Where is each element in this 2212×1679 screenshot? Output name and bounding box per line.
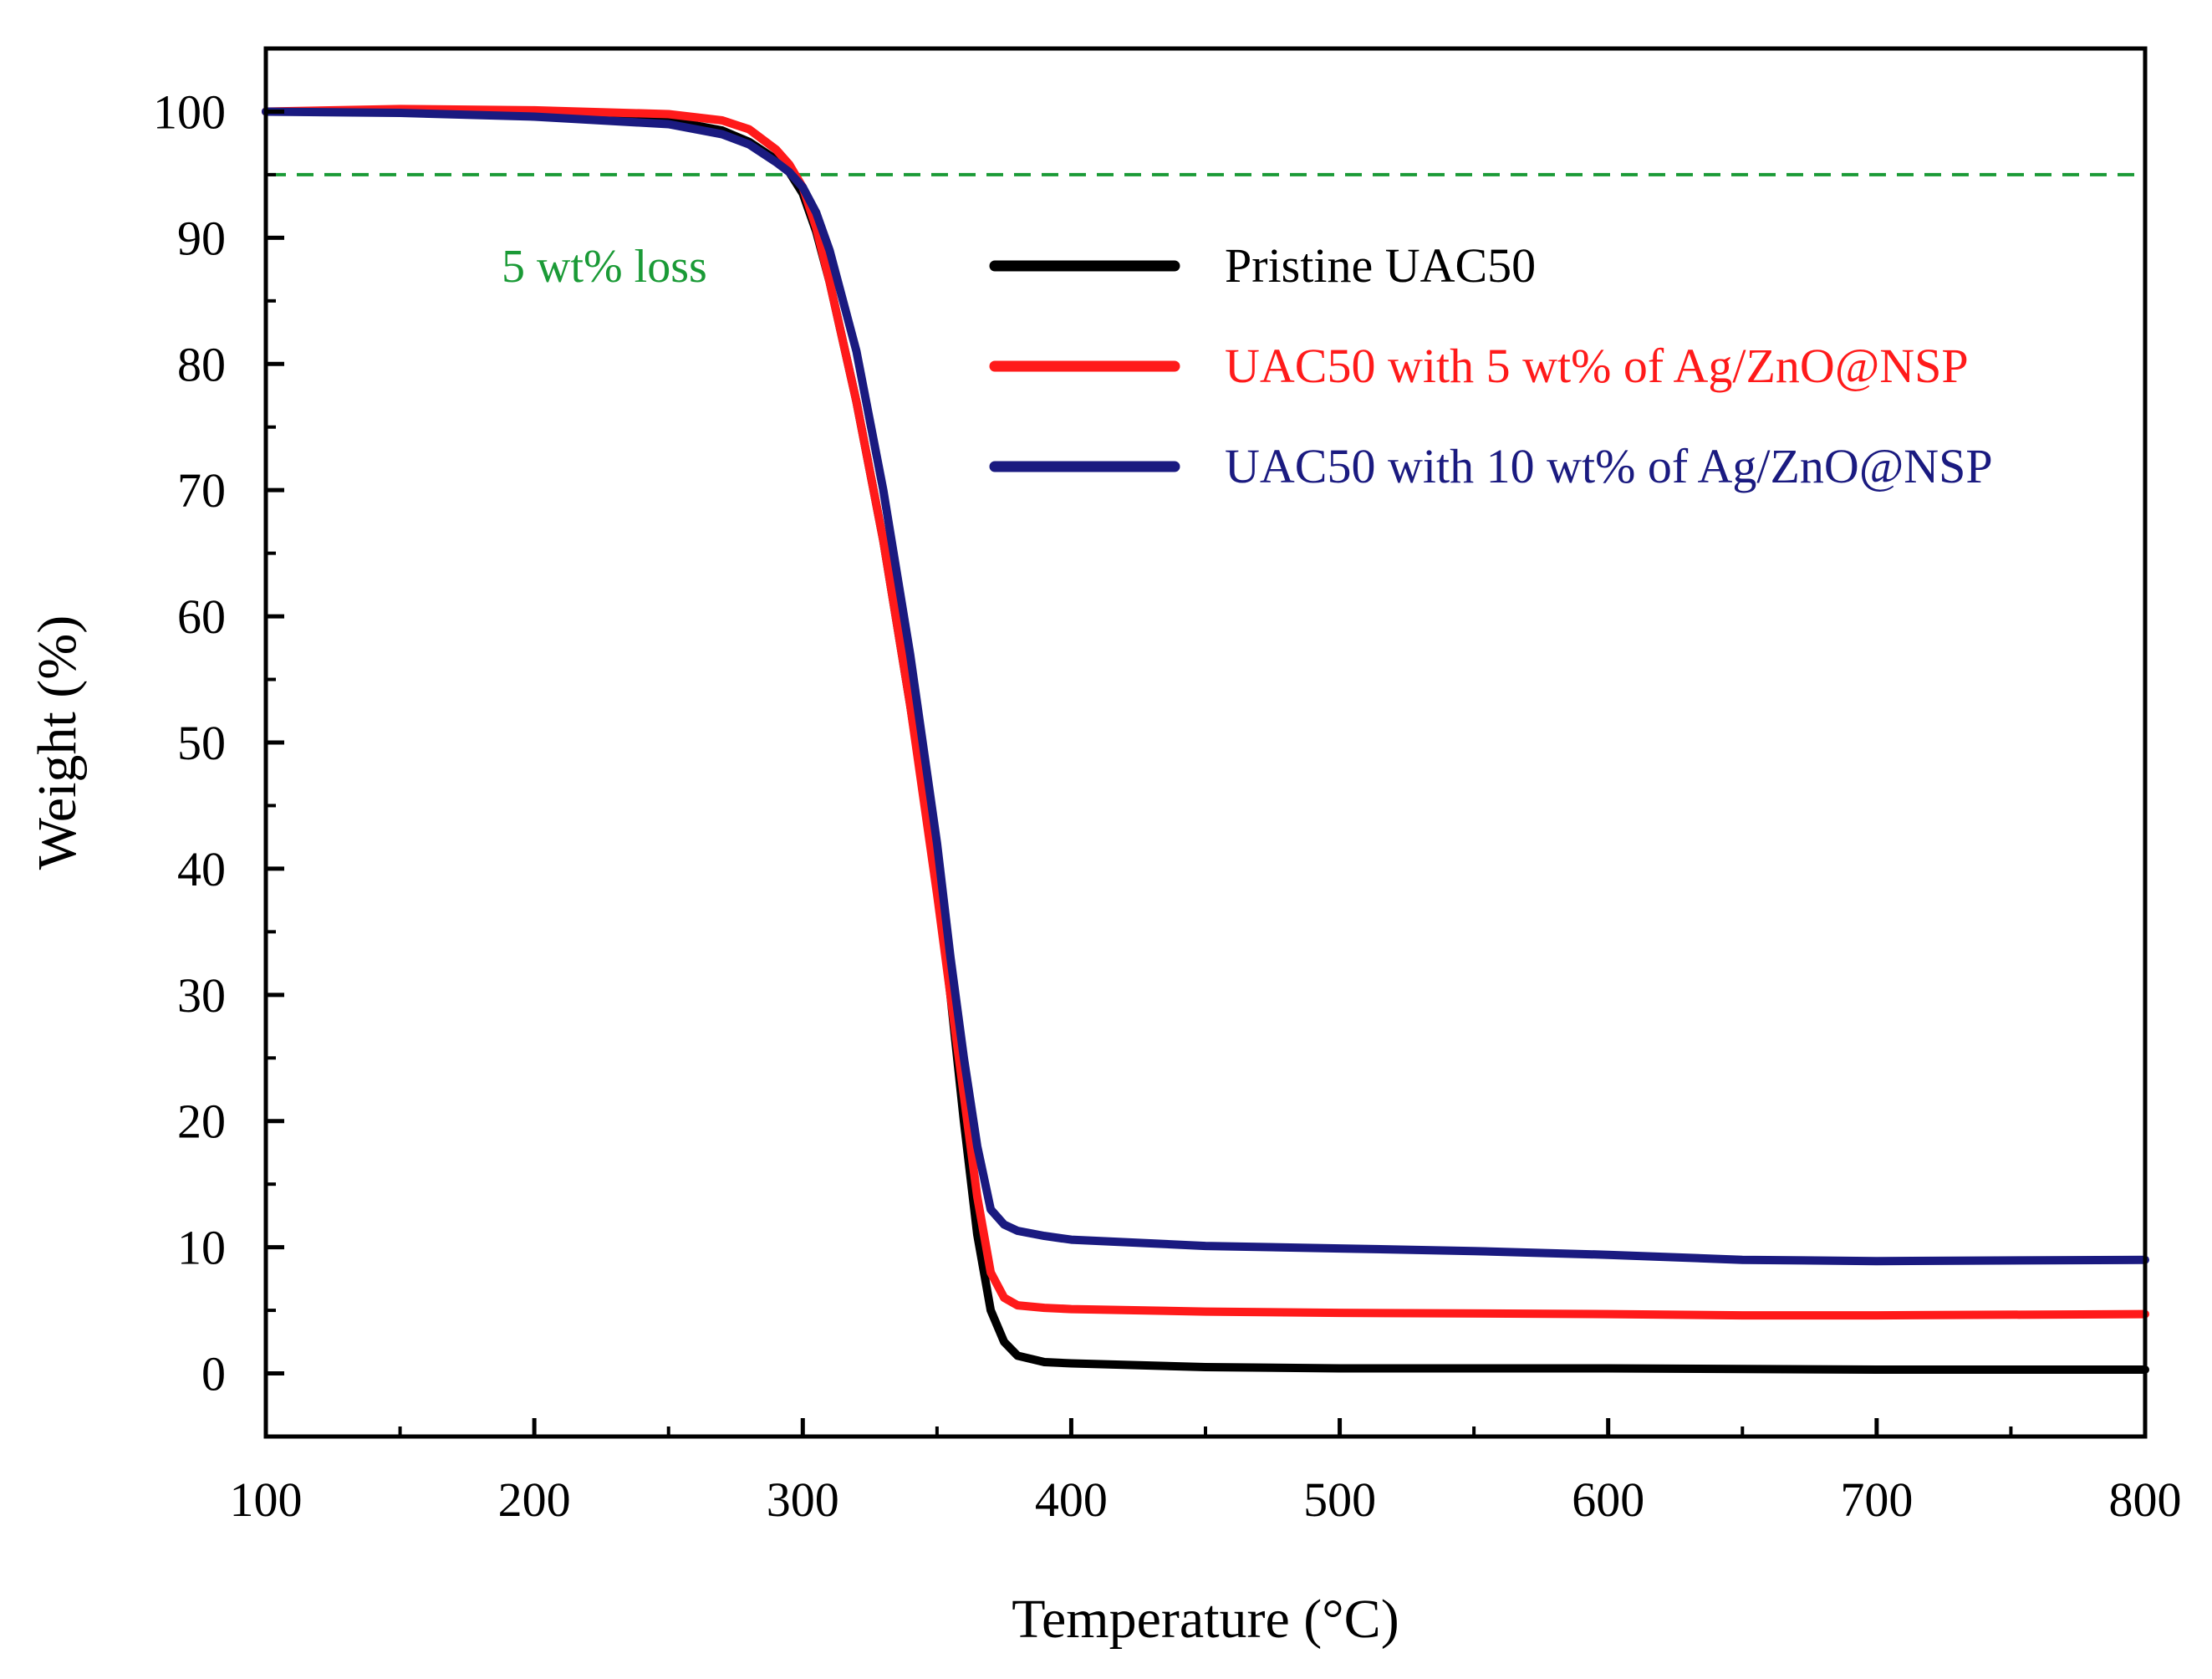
x-tick-label: 300 — [767, 1472, 839, 1527]
x-tick-label: 500 — [1303, 1472, 1376, 1527]
y-tick-label: 30 — [177, 968, 226, 1023]
y-tick-label: 20 — [177, 1095, 226, 1149]
series-line-2 — [262, 105, 2149, 1320]
legend: Pristine UAC50 UAC50 with 5 wt% of Ag/ZnO… — [989, 238, 1993, 493]
y-tick-label: 90 — [177, 211, 226, 265]
x-tick-label: 100 — [230, 1472, 303, 1527]
x-tick-label: 600 — [1572, 1472, 1644, 1527]
x-axis-title: Temperature (°C) — [1012, 1589, 1399, 1650]
y-tick-label: 80 — [177, 337, 226, 391]
series-layer — [262, 105, 2149, 1374]
y-tick-label: 40 — [177, 842, 226, 896]
legend-label: UAC50 with 5 wt% of Ag/ZnO@NSP — [1225, 339, 1969, 393]
ticks-layer: 100 200 300 400 500 600 700 800 0 10 20 30 40 50 60 70 8… — [153, 84, 2182, 1527]
y-tick-label: 10 — [177, 1221, 226, 1275]
x-tick-label: 200 — [498, 1472, 571, 1527]
y-tick-label: 50 — [177, 716, 226, 770]
y-tick-label: 70 — [177, 463, 226, 518]
y-tick-label: 100 — [153, 84, 226, 139]
threshold-annotation: 5 wt% loss — [502, 241, 707, 293]
x-tick-label: 700 — [1840, 1472, 1913, 1527]
legend-label: UAC50 with 10 wt% of Ag/ZnO@NSP — [1225, 439, 1993, 493]
series-line-1 — [262, 107, 2149, 1374]
y-axis-title: Weight (%) — [27, 615, 88, 870]
legend-label: Pristine UAC50 — [1225, 238, 1536, 293]
y-tick-label: 0 — [201, 1347, 226, 1401]
x-tick-label: 800 — [2109, 1472, 2182, 1527]
series-line-3 — [262, 107, 2149, 1266]
x-tick-label: 400 — [1035, 1472, 1108, 1527]
y-tick-label: 60 — [177, 589, 226, 644]
